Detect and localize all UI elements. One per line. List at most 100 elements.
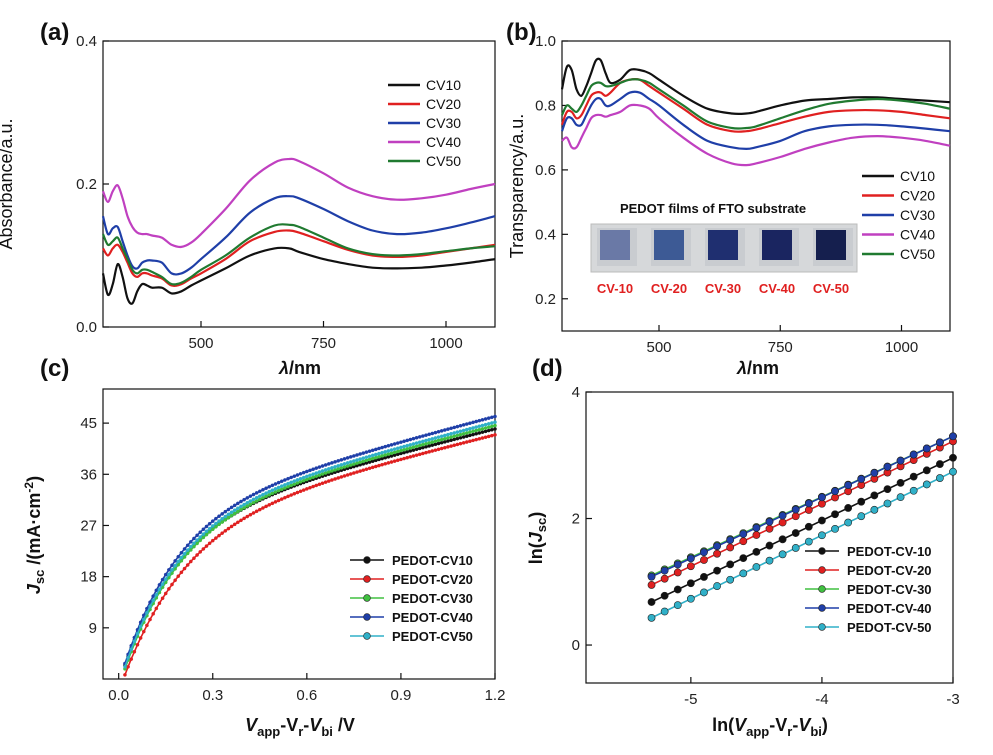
data-point: [414, 441, 419, 445]
data-point: [273, 490, 278, 494]
data-point: [342, 465, 347, 469]
data-point: [264, 494, 268, 499]
data-point: [443, 428, 447, 432]
data-point: [411, 436, 416, 441]
data-point: [364, 467, 369, 472]
data-point: [226, 526, 231, 531]
data-point: [138, 636, 143, 640]
data-point: [292, 474, 297, 479]
data-point: [483, 429, 488, 434]
data-point: [226, 507, 231, 512]
data-point: [251, 500, 256, 505]
series-line: [101, 246, 496, 305]
data-point: [408, 442, 413, 447]
data-point: [361, 459, 366, 464]
series-line: [101, 195, 496, 276]
series-line: [102, 229, 496, 287]
data-point: [660, 566, 669, 575]
data-point: [647, 598, 656, 606]
data-point: [248, 494, 253, 498]
data-point: [818, 493, 826, 502]
data-point: [339, 463, 344, 467]
data-point: [377, 454, 381, 459]
data-point: [308, 476, 312, 481]
data-point: [236, 520, 240, 525]
data-point: [242, 497, 246, 502]
data-point: [242, 505, 246, 510]
data-point: [132, 639, 137, 644]
data-point: [326, 479, 331, 483]
data-point: [424, 450, 428, 455]
data-point: [452, 443, 457, 448]
data-point: [154, 592, 159, 597]
x-tick-label: 500: [188, 335, 213, 352]
y-tick-label: 0.0: [76, 319, 97, 336]
x-tick-label: 0.6: [296, 687, 317, 704]
data-point: [480, 436, 485, 440]
data-point: [443, 440, 447, 444]
data-point: [896, 493, 905, 502]
data-point: [752, 563, 761, 571]
data-point: [348, 463, 353, 467]
data-point: [229, 505, 234, 510]
data-point: [383, 444, 388, 449]
data-point: [185, 548, 190, 552]
data-point: [163, 577, 168, 581]
legend-marker: [363, 594, 371, 602]
data-point: [138, 624, 143, 629]
data-point: [421, 445, 425, 450]
data-point: [279, 487, 284, 492]
data-point: [408, 437, 413, 442]
data-point: [176, 559, 181, 564]
data-point: [226, 512, 231, 517]
data-point: [232, 503, 237, 508]
data-point: [436, 429, 441, 434]
inset-labels: CV-10 CV-20 CV-30 CV-40 CV-50: [597, 281, 849, 296]
data-point: [317, 465, 322, 469]
legend-label: PEDOT-CV-10: [847, 544, 932, 559]
panel-a-legend: CV10 CV20 CV30 CV40 CV50: [388, 77, 461, 169]
data-point: [844, 504, 853, 512]
inset-film-label: CV-20: [651, 281, 687, 296]
data-point: [399, 457, 403, 462]
panel-b-series: [560, 57, 951, 167]
data-point: [726, 543, 735, 552]
data-point: [386, 452, 391, 456]
data-point: [493, 423, 497, 428]
data-point: [295, 481, 300, 485]
data-point: [358, 469, 362, 473]
data-point: [352, 462, 356, 466]
legend-label: PEDOT-CV-50: [847, 620, 932, 635]
inset-films: [597, 228, 853, 266]
data-point: [207, 526, 212, 531]
data-point: [254, 495, 259, 500]
data-point: [261, 495, 265, 500]
data-point: [411, 442, 416, 446]
data-point: [204, 544, 209, 548]
data-point: [408, 446, 413, 450]
data-point: [283, 486, 287, 490]
legend-label: CV30: [426, 115, 461, 131]
data-point: [286, 476, 290, 481]
data-point: [330, 466, 334, 470]
data-point: [660, 574, 669, 583]
data-point: [257, 494, 262, 498]
data-point: [217, 519, 221, 523]
data-point: [170, 582, 174, 587]
data-point: [421, 451, 425, 456]
x-tick-label: 750: [768, 339, 793, 356]
data-point: [414, 447, 419, 452]
data-point: [182, 547, 187, 551]
film-coating: [654, 230, 684, 260]
data-point: [148, 617, 152, 622]
data-point: [314, 471, 319, 475]
data-point: [468, 430, 472, 434]
data-point: [348, 472, 353, 476]
data-point: [389, 451, 394, 455]
data-point: [468, 426, 472, 431]
data-point: [449, 438, 453, 443]
inset-film-label: CV-50: [813, 281, 849, 296]
data-point: [276, 480, 281, 485]
data-point: [818, 531, 826, 540]
data-point: [439, 429, 444, 433]
